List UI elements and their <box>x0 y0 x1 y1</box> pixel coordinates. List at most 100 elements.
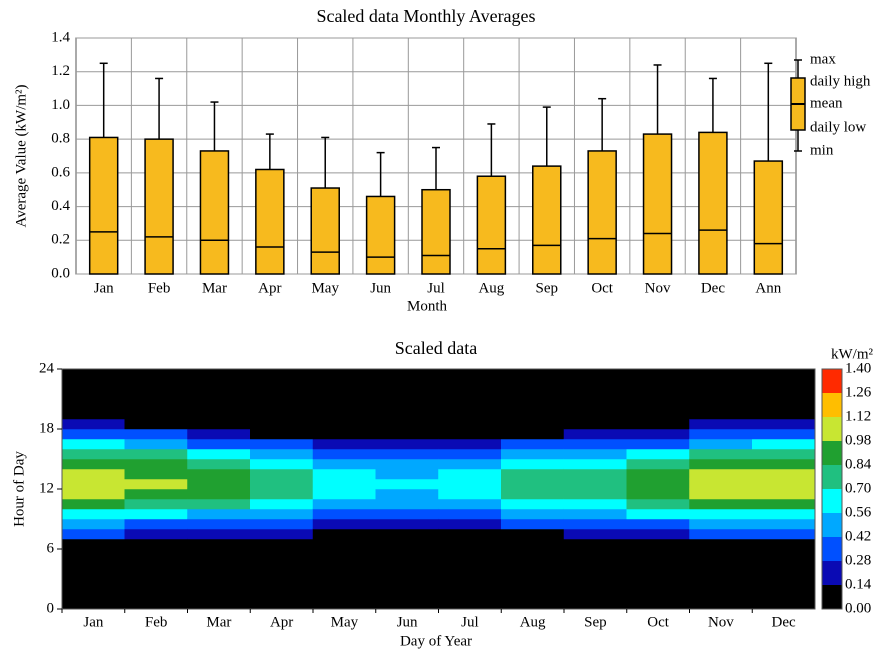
heatmap-cell <box>375 428 439 440</box>
y-tick-label: 0.8 <box>51 131 70 147</box>
heatmap-cell <box>626 418 690 430</box>
heatmap-cell <box>124 528 188 540</box>
box <box>144 138 174 275</box>
heatmap-cell <box>501 458 565 470</box>
heatmap-cell <box>626 558 690 570</box>
colorbar-tick-label: 1.12 <box>845 408 871 424</box>
heatmap-cell <box>689 528 753 540</box>
heatmap-cell <box>689 378 753 390</box>
heatmap-cell <box>312 408 376 420</box>
heatmap-cell <box>124 558 188 570</box>
x-tick-label: Jun <box>370 280 391 296</box>
heatmap-cell <box>187 398 251 410</box>
heatmap-cell <box>312 448 376 460</box>
heatmap-cell <box>187 418 251 430</box>
heatmap-cell <box>438 578 502 590</box>
heatmap-cell <box>626 488 690 500</box>
x-tick-label: Nov <box>708 614 734 630</box>
heatmap-cell <box>312 528 376 540</box>
heatmap-cell <box>501 368 565 380</box>
heatmap-cell <box>250 378 314 390</box>
heatmap-cell <box>501 598 565 610</box>
heatmap-cell <box>689 508 753 520</box>
heatmap-cell <box>375 408 439 420</box>
heatmap-cell <box>501 378 565 390</box>
heatmap-cell <box>61 518 125 530</box>
heatmap-cell <box>312 378 376 390</box>
heatmap-cell <box>312 588 376 600</box>
heatmap-cell <box>250 368 314 380</box>
heatmap-cell <box>187 448 251 460</box>
heatmap-cell <box>124 568 188 580</box>
heatmap-cell <box>124 408 188 420</box>
box <box>310 187 340 275</box>
heatmap-cell <box>563 578 627 590</box>
heatmap-cell <box>312 478 376 490</box>
heatmap-cell <box>752 508 816 520</box>
heatmap-cell <box>438 458 502 470</box>
heatmap-cell <box>250 438 314 450</box>
y-tick-label: 0.6 <box>51 164 70 180</box>
heatmap-cell <box>752 408 816 420</box>
y-axis-label: Average Value (kW/m²) <box>13 84 29 227</box>
heatmap-cell <box>438 558 502 570</box>
heatmap-cell <box>61 588 125 600</box>
x-tick-label: Apr <box>258 280 281 296</box>
heatmap-cell <box>438 368 502 380</box>
heatmap-cell <box>61 528 125 540</box>
heatmap-cell <box>752 598 816 610</box>
heatmap-cell <box>124 498 188 510</box>
heatmap-cell <box>187 368 251 380</box>
box <box>476 175 507 275</box>
colorbar-frame <box>821 368 843 610</box>
heatmap-cell <box>752 398 816 410</box>
chart-title: Scaled data Monthly Averages <box>316 6 535 26</box>
x-tick-label: Feb <box>145 614 168 630</box>
y-tick-label: 12 <box>39 480 54 496</box>
colorbar-band <box>822 561 842 585</box>
heatmap-cell <box>563 378 627 390</box>
heatmap-cell <box>689 538 753 550</box>
y-tick-label: 1.0 <box>51 97 70 113</box>
heatmap-cell <box>752 518 816 530</box>
heatmap-cell <box>61 378 125 390</box>
heatmap-cell <box>501 518 565 530</box>
heatmap-cell <box>375 568 439 580</box>
heatmap-cell <box>61 458 125 470</box>
heatmap-cell <box>438 448 502 460</box>
heatmap-cell <box>312 468 376 480</box>
heatmap-cell <box>626 578 690 590</box>
chart-title: Scaled data <box>395 338 477 358</box>
heatmap-cell <box>312 498 376 510</box>
legend-label: daily low <box>810 119 866 135</box>
x-axis-label: Month <box>407 298 448 314</box>
heatmap-cell <box>124 368 188 380</box>
heatmap-cell <box>61 398 125 410</box>
heatmap-cell <box>375 378 439 390</box>
heatmap-cell <box>312 458 376 470</box>
heatmap-cell <box>187 458 251 470</box>
colorbar-band <box>822 393 842 417</box>
heatmap-cell <box>250 488 314 500</box>
y-tick-label: 0.4 <box>51 198 70 214</box>
heatmap-cell <box>501 478 565 490</box>
heatmap-cell <box>689 468 753 480</box>
colorbar-tick-label: 0.28 <box>845 552 871 568</box>
heatmap-cell <box>312 518 376 530</box>
y-tick-label: 6 <box>47 540 55 556</box>
heatmap-cell <box>250 548 314 560</box>
heatmap-cell <box>689 488 753 500</box>
heatmap-cell <box>626 448 690 460</box>
heatmap-cell <box>689 438 753 450</box>
heatmap-cell <box>61 508 125 520</box>
heatmap-cell <box>438 498 502 510</box>
heatmap-cell <box>375 528 439 540</box>
heatmap-cell <box>626 438 690 450</box>
heatmap-cell <box>61 598 125 610</box>
heatmap-cell <box>250 568 314 580</box>
y-tick-label: 1.2 <box>51 63 70 79</box>
heatmap-cell <box>563 418 627 430</box>
heatmap-cell <box>626 518 690 530</box>
heatmap-cell <box>438 408 502 420</box>
x-tick-label: Nov <box>645 280 671 296</box>
